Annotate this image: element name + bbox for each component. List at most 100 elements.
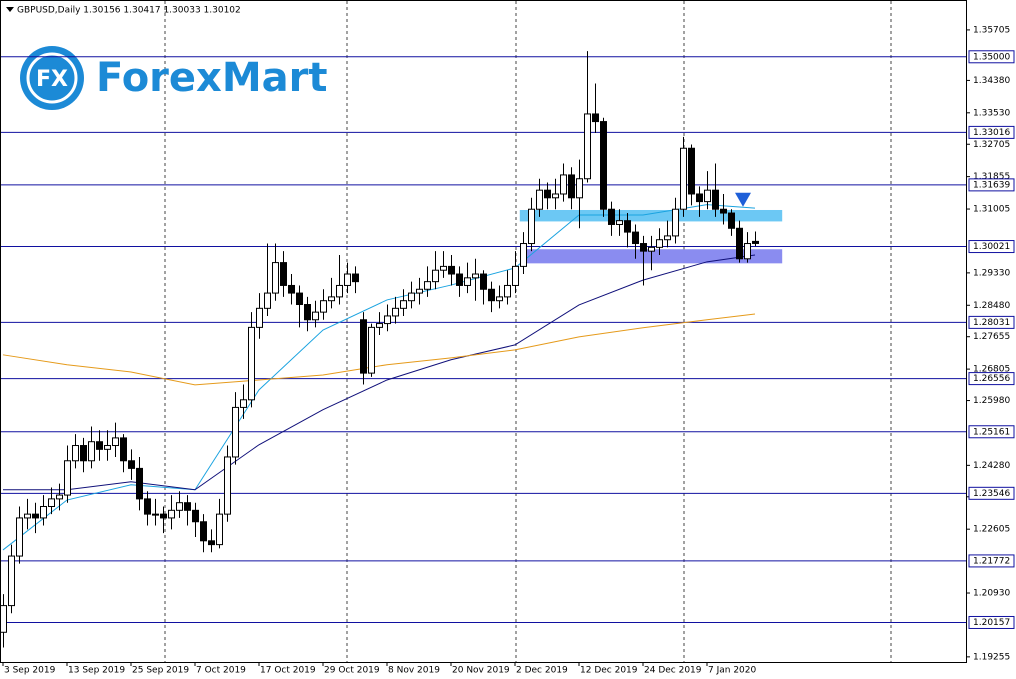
candle-body bbox=[664, 235, 671, 241]
candle-body bbox=[648, 246, 655, 252]
y-tick-label: 1.35705 bbox=[973, 25, 1010, 35]
candle-body bbox=[600, 121, 607, 210]
candle-body bbox=[736, 227, 743, 260]
x-tick-label: 17 Oct 2019 bbox=[260, 666, 316, 676]
y-tick-label: 1.25980 bbox=[973, 396, 1010, 406]
x-tick-label: 20 Nov 2019 bbox=[452, 666, 510, 676]
x-tick-label: 29 Oct 2019 bbox=[324, 666, 380, 676]
x-tick-label: 7 Oct 2019 bbox=[196, 666, 246, 676]
candle-body bbox=[96, 441, 103, 450]
x-tick-label: 7 Jan 2020 bbox=[708, 666, 756, 676]
level-label-box bbox=[968, 240, 1015, 254]
level-label-box bbox=[968, 315, 1015, 329]
candle-body bbox=[120, 437, 127, 462]
candle-body bbox=[80, 445, 87, 462]
candle-body bbox=[288, 284, 295, 294]
candle-body bbox=[8, 555, 15, 607]
candle-body bbox=[576, 178, 583, 199]
logo-text: ForexMart bbox=[96, 55, 327, 101]
candle-body bbox=[712, 189, 719, 210]
candle-body bbox=[728, 212, 735, 229]
candle-body bbox=[560, 174, 567, 195]
candle-body bbox=[296, 292, 303, 306]
candle-body bbox=[672, 208, 679, 237]
candle-body bbox=[232, 406, 239, 458]
candle-body bbox=[352, 273, 359, 283]
candle-body bbox=[184, 502, 191, 511]
candle-body bbox=[432, 269, 439, 283]
moving-average bbox=[2, 204, 756, 551]
candle-body bbox=[216, 513, 223, 546]
candle-body bbox=[544, 189, 551, 199]
candle-body bbox=[320, 300, 327, 313]
candle-body bbox=[360, 319, 367, 374]
candle-body bbox=[592, 113, 599, 123]
candle-body bbox=[552, 193, 559, 199]
candle-body bbox=[88, 441, 95, 462]
candle-body bbox=[496, 296, 503, 302]
x-tick-label: 12 Dec 2019 bbox=[580, 666, 638, 676]
candle-body bbox=[384, 315, 391, 325]
candle-body bbox=[72, 445, 79, 462]
signal-arrow bbox=[735, 192, 751, 207]
candle-body bbox=[416, 288, 423, 294]
candle-body bbox=[440, 265, 447, 271]
logo-ring bbox=[26, 52, 78, 104]
level-label: 1.21772 bbox=[973, 556, 1010, 566]
candle-body bbox=[400, 300, 407, 309]
candle-body bbox=[336, 284, 343, 298]
x-tick-label: 13 Sep 2019 bbox=[68, 666, 125, 676]
candle-body bbox=[504, 284, 511, 298]
candle-body bbox=[640, 243, 647, 252]
candle-body bbox=[112, 437, 119, 447]
y-tick-label: 1.31005 bbox=[973, 205, 1010, 215]
moving-average bbox=[2, 313, 756, 386]
candle-body bbox=[632, 231, 639, 245]
candle-body bbox=[720, 208, 727, 214]
candle-body bbox=[264, 292, 271, 309]
candle-body bbox=[304, 304, 311, 321]
candle-body bbox=[16, 517, 23, 557]
y-tick-label: 1.31855 bbox=[973, 172, 1010, 182]
y-tick-label: 1.33530 bbox=[973, 108, 1010, 118]
menu-arrow[interactable] bbox=[6, 7, 14, 12]
candle-body bbox=[616, 220, 623, 225]
candle-body bbox=[152, 513, 159, 516]
candle-body bbox=[376, 323, 383, 328]
candle-body bbox=[200, 521, 207, 542]
x-tick-label: 24 Dec 2019 bbox=[644, 666, 702, 676]
candle-body bbox=[608, 208, 615, 225]
candle-body bbox=[208, 540, 215, 546]
candle-body bbox=[168, 509, 175, 519]
grid bbox=[164, 1, 892, 662]
chart-title: GBPUSD,Daily 1.30156 1.30417 1.30033 1.3… bbox=[17, 6, 241, 16]
candle-body bbox=[136, 467, 143, 500]
candle-body bbox=[680, 147, 687, 210]
candle-body bbox=[624, 220, 631, 233]
candle-body bbox=[704, 189, 711, 203]
level-label: 1.31639 bbox=[973, 180, 1010, 190]
x-tick-label: 2 Dec 2019 bbox=[516, 666, 568, 676]
y-tick-label: 1.26805 bbox=[973, 365, 1010, 375]
candle-body bbox=[744, 243, 751, 260]
candle-body bbox=[192, 509, 199, 523]
candle-body bbox=[224, 456, 231, 515]
x-tick-label: 3 Sep 2019 bbox=[4, 666, 56, 676]
candle-body bbox=[528, 208, 535, 245]
candle-body bbox=[456, 273, 463, 286]
level-label: 1.33016 bbox=[973, 128, 1010, 138]
candle-body bbox=[480, 273, 487, 290]
candle-body bbox=[656, 239, 663, 248]
y-tick-label: 1.22605 bbox=[973, 525, 1010, 535]
y-tick-label: 1.24280 bbox=[973, 461, 1010, 471]
candle-body bbox=[584, 113, 591, 180]
candle-body bbox=[512, 265, 519, 286]
level-label-box bbox=[968, 372, 1015, 386]
candle-body bbox=[144, 498, 151, 515]
candle-body bbox=[40, 506, 47, 519]
candle-body bbox=[280, 262, 287, 286]
level-label-box bbox=[968, 554, 1015, 568]
candle-body bbox=[472, 273, 479, 279]
y-tick-label: 1.32705 bbox=[973, 140, 1010, 150]
